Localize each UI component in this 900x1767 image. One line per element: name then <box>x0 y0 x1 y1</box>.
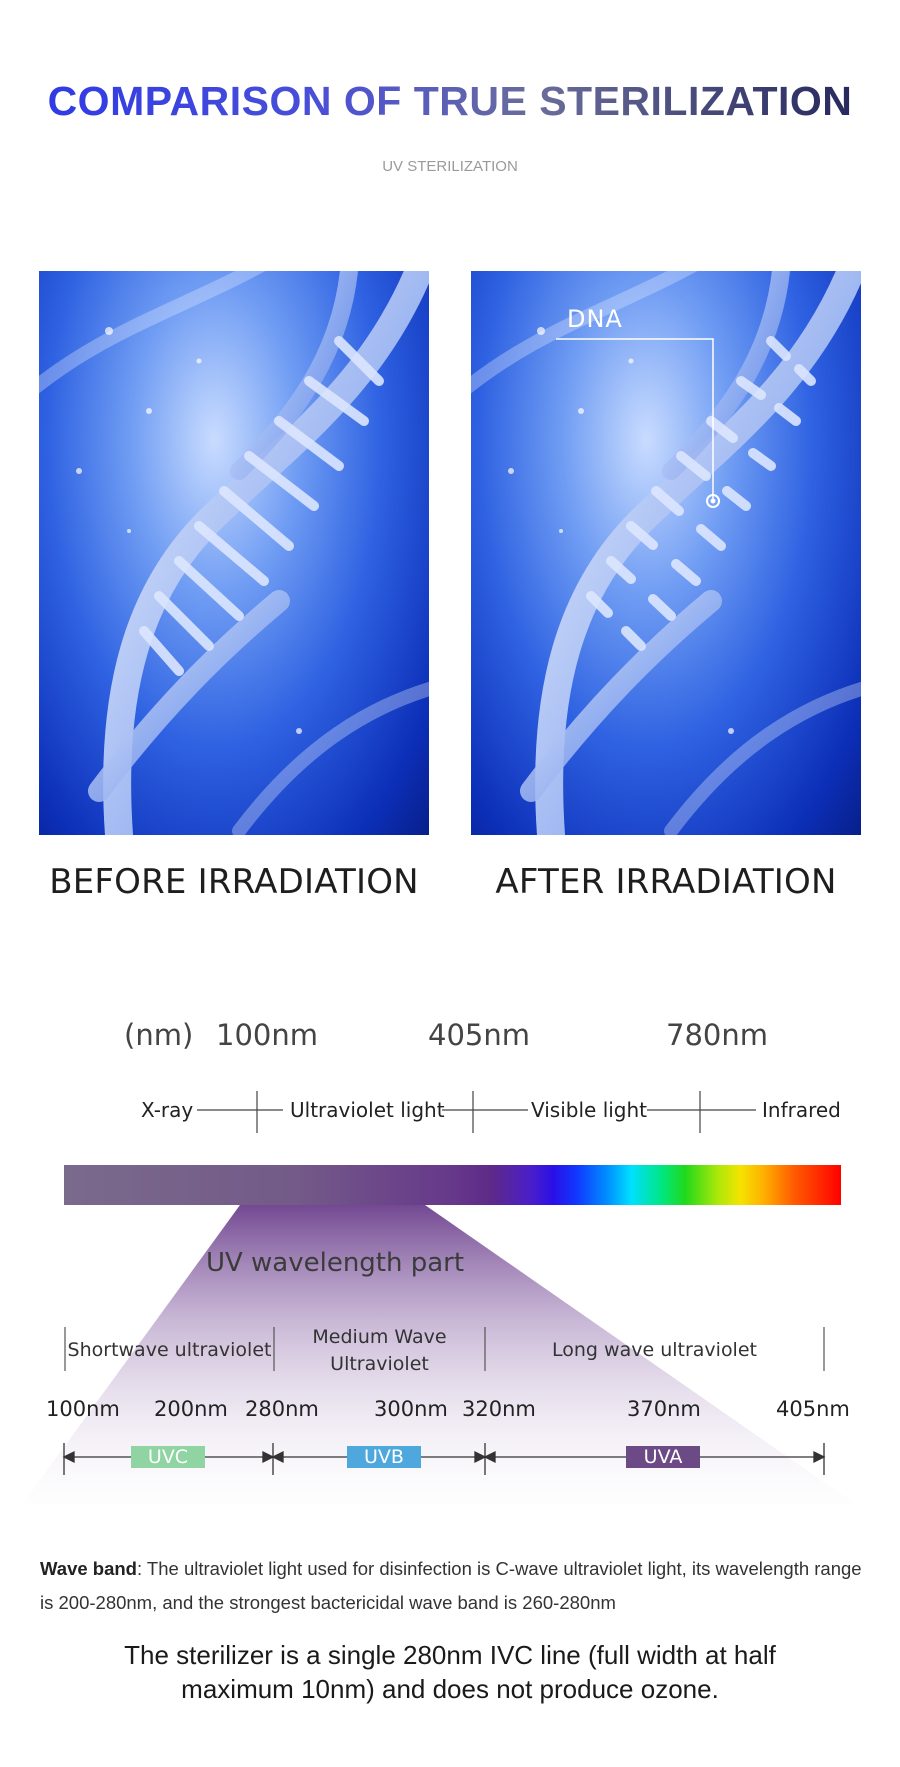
wave-band-paragraph: Wave band: The ultraviolet light used fo… <box>40 1552 870 1620</box>
marker-100nm: 100nm <box>216 1018 318 1052</box>
marker-405nm: 405nm <box>428 1018 530 1052</box>
wavelength-300nm: 300nm <box>374 1397 448 1421</box>
dna-callout-dot <box>706 494 720 508</box>
region-x-ray: X-ray <box>141 1098 194 1122</box>
nm-unit-label: (nm) <box>124 1018 194 1052</box>
wave-band-text: : The ultraviolet light used for disinfe… <box>40 1558 862 1613</box>
uvc-chip: UVC <box>131 1446 205 1468</box>
region-visible-light: Visible light <box>531 1098 648 1122</box>
uv-zoom-cone <box>21 1205 857 1505</box>
region-ultraviolet-light: Ultraviolet light <box>290 1098 445 1122</box>
spectrum-region-divider-lines <box>197 1091 756 1133</box>
uv-wavelength-part-title: UV wavelength part <box>205 1248 465 1278</box>
dna-after-image <box>471 271 861 835</box>
wavelength-370nm: 370nm <box>627 1397 701 1421</box>
before-irradiation-caption: BEFORE IRRADIATION <box>49 862 419 902</box>
band-medium-wave-label-2: Ultraviolet <box>330 1353 429 1375</box>
sterilizer-statement-line-2: maximum 10nm) and does not produce ozone… <box>181 1674 719 1704</box>
wavelength-100nm: 100nm <box>46 1397 120 1421</box>
uva-chip: UVA <box>626 1446 700 1468</box>
region-infrared: Infrared <box>762 1098 841 1122</box>
page-subtitle: UV STERILIZATION <box>382 158 518 175</box>
wavelength-320nm: 320nm <box>462 1397 536 1421</box>
wavelength-280nm: 280nm <box>245 1397 319 1421</box>
after-irradiation-caption: AFTER IRRADIATION <box>495 862 837 902</box>
page-title: COMPARISON OF TRUE STERILIZATION <box>0 78 900 125</box>
wave-band-label: Wave band <box>40 1558 137 1579</box>
spectrum-gradient-bar <box>64 1165 841 1205</box>
wavelength-405nm: 405nm <box>776 1397 850 1421</box>
band-medium-wave-label-1: Medium Wave <box>312 1326 447 1348</box>
band-shortwave-label: Shortwave ultraviolet <box>67 1339 272 1361</box>
dna-callout-pointer <box>556 338 714 501</box>
dna-callout-label: DNA <box>567 305 623 333</box>
wavelength-200nm: 200nm <box>154 1397 228 1421</box>
uvb-chip: UVB <box>347 1446 421 1468</box>
sterilizer-statement-line-1: The sterilizer is a single 280nm IVC lin… <box>124 1640 776 1670</box>
marker-780nm: 780nm <box>666 1018 768 1052</box>
dna-before-image <box>39 271 429 835</box>
band-long-wave-label: Long wave ultraviolet <box>552 1339 757 1361</box>
sterilizer-statement: The sterilizer is a single 280nm IVC lin… <box>0 1638 900 1706</box>
